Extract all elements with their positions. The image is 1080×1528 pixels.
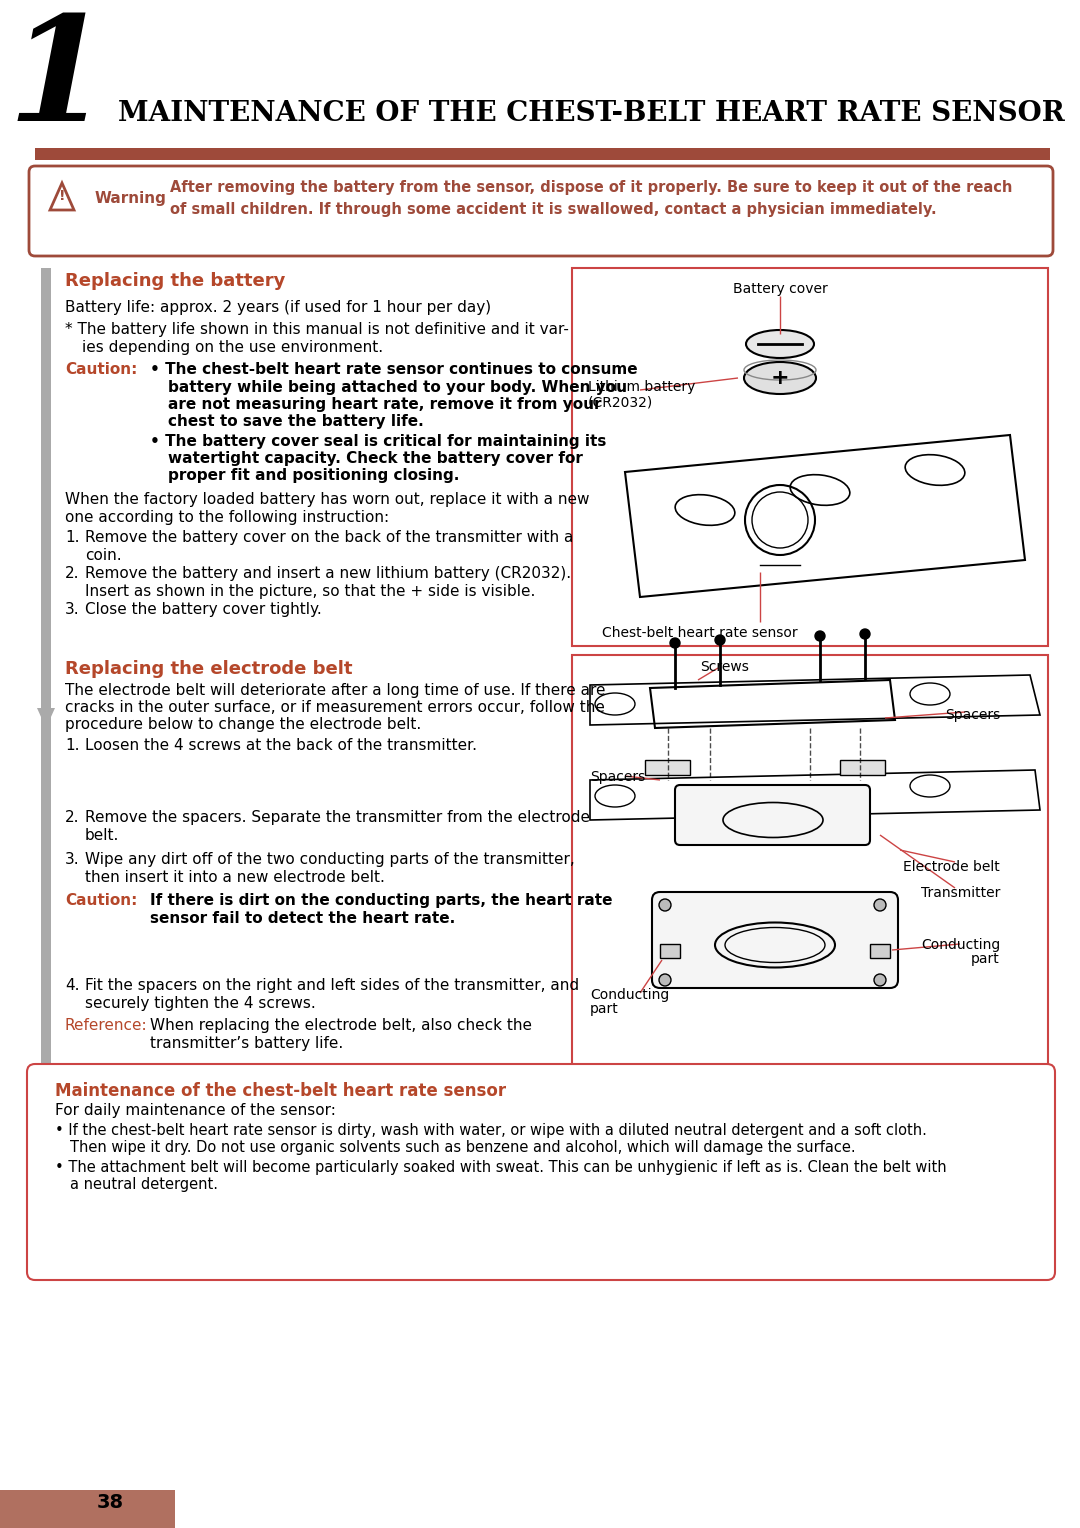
Text: securely tighten the 4 screws.: securely tighten the 4 screws. (85, 996, 315, 1012)
Text: • The attachment belt will become particularly soaked with sweat. This can be un: • The attachment belt will become partic… (55, 1160, 947, 1175)
Text: sensor fail to detect the heart rate.: sensor fail to detect the heart rate. (150, 911, 456, 926)
Text: Remove the battery cover on the back of the transmitter with a: Remove the battery cover on the back of … (85, 530, 573, 545)
Text: 3.: 3. (65, 853, 80, 866)
Bar (35, 148, 1050, 160)
Text: MAINTENANCE OF THE CHEST-BELT HEART RATE SENSOR: MAINTENANCE OF THE CHEST-BELT HEART RATE… (118, 99, 1065, 127)
FancyArrow shape (37, 267, 55, 727)
Text: Loosen the 4 screws at the back of the transmitter.: Loosen the 4 screws at the back of the t… (85, 738, 477, 753)
FancyBboxPatch shape (652, 892, 897, 989)
Text: After removing the battery from the sensor, dispose of it properly. Be sure to k: After removing the battery from the sens… (170, 180, 1012, 217)
Ellipse shape (746, 330, 814, 358)
Text: Screws: Screws (700, 660, 748, 674)
Text: are not measuring heart rate, remove it from your: are not measuring heart rate, remove it … (168, 397, 602, 413)
Text: !: ! (58, 189, 65, 203)
Text: 1: 1 (8, 11, 109, 151)
Text: Wipe any dirt off of the two conducting parts of the transmitter,: Wipe any dirt off of the two conducting … (85, 853, 575, 866)
Text: 4.: 4. (65, 978, 80, 993)
Text: For daily maintenance of the sensor:: For daily maintenance of the sensor: (55, 1103, 336, 1118)
Text: battery while being attached to your body. When you: battery while being attached to your bod… (168, 380, 627, 396)
Text: proper fit and positioning closing.: proper fit and positioning closing. (168, 468, 459, 483)
Text: Insert as shown in the picture, so that the + side is visible.: Insert as shown in the picture, so that … (85, 584, 536, 599)
Bar (870, 944, 890, 958)
Text: ies depending on the use environment.: ies depending on the use environment. (82, 341, 383, 354)
Bar (660, 944, 680, 958)
FancyBboxPatch shape (675, 785, 870, 845)
Circle shape (874, 973, 886, 986)
Text: Spacers: Spacers (945, 707, 1000, 723)
Text: part: part (590, 1002, 619, 1016)
Bar (0, 1490, 175, 1528)
Text: • If the chest-belt heart rate sensor is dirty, wash with water, or wipe with a : • If the chest-belt heart rate sensor is… (55, 1123, 927, 1138)
Text: coin.: coin. (85, 549, 122, 562)
Text: belt.: belt. (85, 828, 120, 843)
Text: +: + (771, 368, 789, 388)
Text: Close the battery cover tightly.: Close the battery cover tightly. (85, 602, 322, 617)
Text: Fit the spacers on the right and left sides of the transmitter, and: Fit the spacers on the right and left si… (85, 978, 579, 993)
Text: 3.: 3. (65, 602, 80, 617)
Text: 2.: 2. (65, 565, 80, 581)
Circle shape (815, 631, 825, 642)
FancyBboxPatch shape (27, 1063, 1055, 1280)
Circle shape (659, 973, 671, 986)
Text: Lithium battery: Lithium battery (588, 380, 696, 394)
Text: • The chest-belt heart rate sensor continues to consume: • The chest-belt heart rate sensor conti… (150, 362, 637, 377)
Text: The electrode belt will deteriorate after a long time of use. If there are: The electrode belt will deteriorate afte… (65, 683, 606, 698)
Text: * The battery life shown in this manual is not definitive and it var-: * The battery life shown in this manual … (65, 322, 569, 338)
Text: then insert it into a new electrode belt.: then insert it into a new electrode belt… (85, 869, 384, 885)
Text: Caution:: Caution: (65, 892, 137, 908)
Text: Remove the spacers. Separate the transmitter from the electrode: Remove the spacers. Separate the transmi… (85, 810, 590, 825)
Text: Warning: Warning (95, 191, 167, 205)
Bar (572, 267, 1048, 646)
Text: one according to the following instruction:: one according to the following instructi… (65, 510, 389, 526)
Text: Reference:: Reference: (65, 1018, 148, 1033)
Ellipse shape (744, 362, 816, 394)
Text: Conducting: Conducting (921, 938, 1000, 952)
Circle shape (659, 898, 671, 911)
Text: 1.: 1. (65, 738, 80, 753)
Text: (CR2032): (CR2032) (588, 396, 653, 410)
Circle shape (715, 636, 725, 645)
FancyBboxPatch shape (29, 167, 1053, 257)
Bar (572, 656, 1048, 1076)
FancyArrow shape (37, 660, 55, 1140)
Circle shape (670, 639, 680, 648)
Text: Spacers: Spacers (590, 770, 645, 784)
Bar (645, 759, 690, 775)
Text: 1.: 1. (65, 530, 80, 545)
Text: chest to save the battery life.: chest to save the battery life. (168, 414, 423, 429)
Bar (840, 759, 885, 775)
Text: a neutral detergent.: a neutral detergent. (70, 1177, 218, 1192)
Text: Conducting: Conducting (590, 989, 670, 1002)
Text: Electrode belt: Electrode belt (903, 860, 1000, 874)
Text: watertight capacity. Check the battery cover for: watertight capacity. Check the battery c… (168, 451, 583, 466)
Text: Transmitter: Transmitter (920, 886, 1000, 900)
Text: Then wipe it dry. Do not use organic solvents such as benzene and alcohol, which: Then wipe it dry. Do not use organic sol… (70, 1140, 855, 1155)
Text: 38: 38 (96, 1493, 123, 1513)
Text: Battery life: approx. 2 years (if used for 1 hour per day): Battery life: approx. 2 years (if used f… (65, 299, 491, 315)
Text: Replacing the electrode belt: Replacing the electrode belt (65, 660, 352, 678)
Text: Chest-belt heart rate sensor: Chest-belt heart rate sensor (603, 626, 798, 640)
Text: When replacing the electrode belt, also check the: When replacing the electrode belt, also … (150, 1018, 532, 1033)
Text: Caution:: Caution: (65, 362, 137, 377)
Text: Battery cover: Battery cover (732, 283, 827, 296)
Text: Replacing the battery: Replacing the battery (65, 272, 285, 290)
Text: part: part (971, 952, 1000, 966)
Text: procedure below to change the electrode belt.: procedure below to change the electrode … (65, 717, 421, 732)
Text: transmitter’s battery life.: transmitter’s battery life. (150, 1036, 343, 1051)
Text: • The battery cover seal is critical for maintaining its: • The battery cover seal is critical for… (150, 434, 606, 449)
Text: Maintenance of the chest-belt heart rate sensor: Maintenance of the chest-belt heart rate… (55, 1082, 507, 1100)
Text: If there is dirt on the conducting parts, the heart rate: If there is dirt on the conducting parts… (150, 892, 612, 908)
Text: Remove the battery and insert a new lithium battery (CR2032).: Remove the battery and insert a new lith… (85, 565, 571, 581)
Circle shape (860, 630, 870, 639)
Text: When the factory loaded battery has worn out, replace it with a new: When the factory loaded battery has worn… (65, 492, 590, 507)
Text: cracks in the outer surface, or if measurement errors occur, follow the: cracks in the outer surface, or if measu… (65, 700, 605, 715)
Circle shape (874, 898, 886, 911)
Text: 2.: 2. (65, 810, 80, 825)
